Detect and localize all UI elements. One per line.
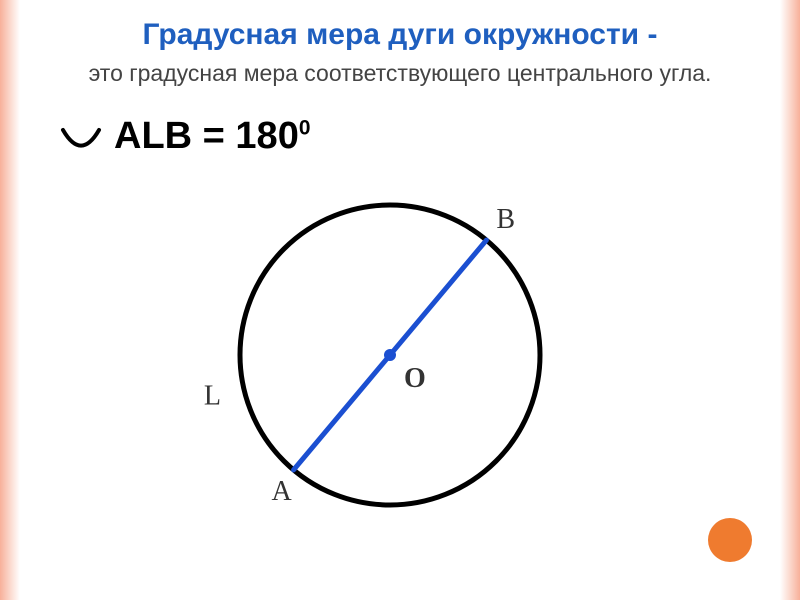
circle-diagram: A B L О	[190, 175, 590, 560]
svg-text:B: B	[496, 204, 515, 235]
arc-icon	[60, 126, 102, 148]
formula-line: ALB = 1800	[60, 115, 310, 158]
svg-text:О: О	[404, 363, 426, 394]
formula-equals: =	[192, 115, 235, 157]
svg-text:A: A	[271, 476, 292, 507]
page-title: Градусная мера дуги окружности -	[0, 18, 800, 52]
right-gradient-bar	[780, 0, 800, 600]
formula-superscript: 0	[299, 116, 311, 139]
accent-dot-icon	[708, 518, 752, 562]
left-gradient-bar	[0, 0, 20, 600]
formula-value: 180	[235, 115, 298, 157]
svg-text:L: L	[204, 380, 221, 411]
page-subtitle: это градусная мера соответствующего цент…	[0, 60, 800, 87]
formula-text: ALB = 1800	[114, 115, 310, 158]
formula-arc-label: ALB	[114, 115, 192, 157]
